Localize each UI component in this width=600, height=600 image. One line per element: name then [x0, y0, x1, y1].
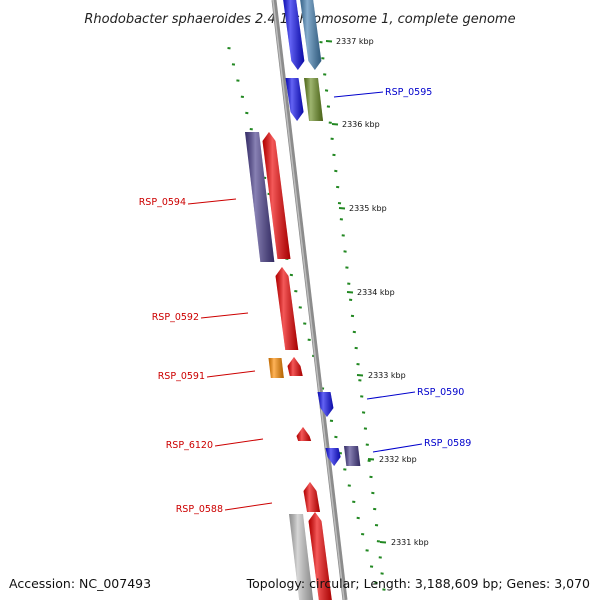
genome-backbone-highlight [272, 0, 345, 600]
gene-label-leader [372, 443, 423, 453]
map-title: Rhodobacter sphaeroides 2.4.1 chromosome… [84, 12, 515, 27]
gene-blue-top[interactable] [283, 0, 305, 70]
gene-gray-bottom[interactable] [289, 514, 314, 600]
ruler-label: 2331 kbp [391, 538, 429, 547]
ruler-tick [379, 541, 387, 544]
ruler-tick [346, 291, 354, 294]
topology-text: Topology: circular; Length: 3,188,609 bp… [246, 576, 590, 591]
gene-label-rsp-0590[interactable]: RSP_0590 [417, 387, 464, 398]
inner-tick-marks [319, 41, 386, 591]
gene-label-rsp-0588[interactable]: RSP_0588 [176, 504, 223, 515]
gene-label-leader [366, 391, 416, 400]
gene-rsp-0595-blue-shading [285, 78, 304, 121]
gene-label-leader [206, 370, 256, 378]
gene-rsp-0594-red[interactable] [262, 132, 291, 259]
gene-label-leader [333, 91, 384, 98]
gene-rsp-0590-shading [317, 392, 334, 417]
gene-rsp-0591-red-shading [287, 357, 303, 376]
gene-label-rsp-0591[interactable]: RSP_0591 [158, 371, 205, 382]
gene-features [245, 0, 361, 600]
ruler-label: 2335 kbp [349, 204, 387, 213]
ruler-label: 2334 kbp [357, 288, 395, 297]
position-ruler: 2337 kbp 2336 kbp 2335 kbp 2334 kbp 2333… [336, 37, 429, 547]
gene-red-bottom-shading [308, 512, 332, 600]
gene-rsp-0591-red[interactable] [287, 357, 303, 376]
gene-label-rsp-6120[interactable]: RSP_6120 [166, 440, 213, 451]
gene-label-leader [200, 312, 249, 319]
gene-rsp-0592[interactable] [275, 267, 299, 350]
gene-rsp-6120-shading [296, 427, 312, 441]
genome-backbone [271, 0, 348, 600]
gene-steelblue-top-shading [300, 0, 322, 70]
gene-gray-bottom-shading [289, 514, 314, 600]
gene-label-rsp-0592[interactable]: RSP_0592 [152, 312, 199, 323]
gene-blue-top-shading [283, 0, 305, 70]
gene-rsp-0589-slate-shading [344, 446, 361, 466]
ruler-tick [338, 207, 346, 210]
gene-rsp-0591-orange[interactable] [268, 358, 284, 378]
gene-rsp-0589-slate[interactable] [344, 446, 361, 466]
ruler-tick [367, 458, 375, 461]
ruler-label: 2333 kbp [368, 371, 406, 380]
gene-rsp-0589-blue-shading [325, 448, 341, 466]
ruler-label: 2332 kbp [379, 455, 417, 464]
gene-rsp-0594-slate-shading [245, 132, 275, 262]
gene-rsp-0594-red-shading [262, 132, 291, 259]
ruler-tick [356, 374, 364, 377]
gene-rsp-6120[interactable] [296, 427, 312, 441]
gene-label-leader [224, 502, 273, 511]
gene-rsp-0595-olive-shading [304, 78, 324, 121]
gene-labels: RSP_0595 RSP_0590 RSP_0589 RSP_0594 RSP_… [139, 87, 472, 515]
gene-rsp-0595-olive[interactable] [304, 78, 324, 121]
gene-steelblue-top[interactable] [300, 0, 322, 70]
gene-rsp-0590[interactable] [317, 392, 334, 417]
gene-label-rsp-0595[interactable]: RSP_0595 [385, 87, 432, 98]
gene-rsp-0589-blue[interactable] [325, 448, 341, 466]
ruler-label: 2337 kbp [336, 37, 374, 46]
ruler-label: 2336 kbp [342, 120, 380, 129]
gene-rsp-0588-red[interactable] [303, 482, 321, 512]
accession-text: Accession: NC_007493 [9, 576, 152, 591]
gene-label-leader [187, 198, 237, 205]
gene-rsp-0592-shading [275, 267, 299, 350]
gene-rsp-0594-slate[interactable] [245, 132, 275, 262]
gene-rsp-0591-orange-shading [268, 358, 284, 378]
ruler-tick [325, 40, 333, 43]
gene-rsp-0595-blue[interactable] [285, 78, 304, 121]
gene-label-rsp-0594[interactable]: RSP_0594 [139, 197, 186, 208]
ruler-tick [331, 123, 339, 126]
gene-rsp-0588-red-shading [303, 482, 321, 512]
gene-label-leader [214, 438, 264, 447]
gene-label-rsp-0589[interactable]: RSP_0589 [424, 438, 471, 449]
gene-red-bottom[interactable] [308, 512, 333, 600]
